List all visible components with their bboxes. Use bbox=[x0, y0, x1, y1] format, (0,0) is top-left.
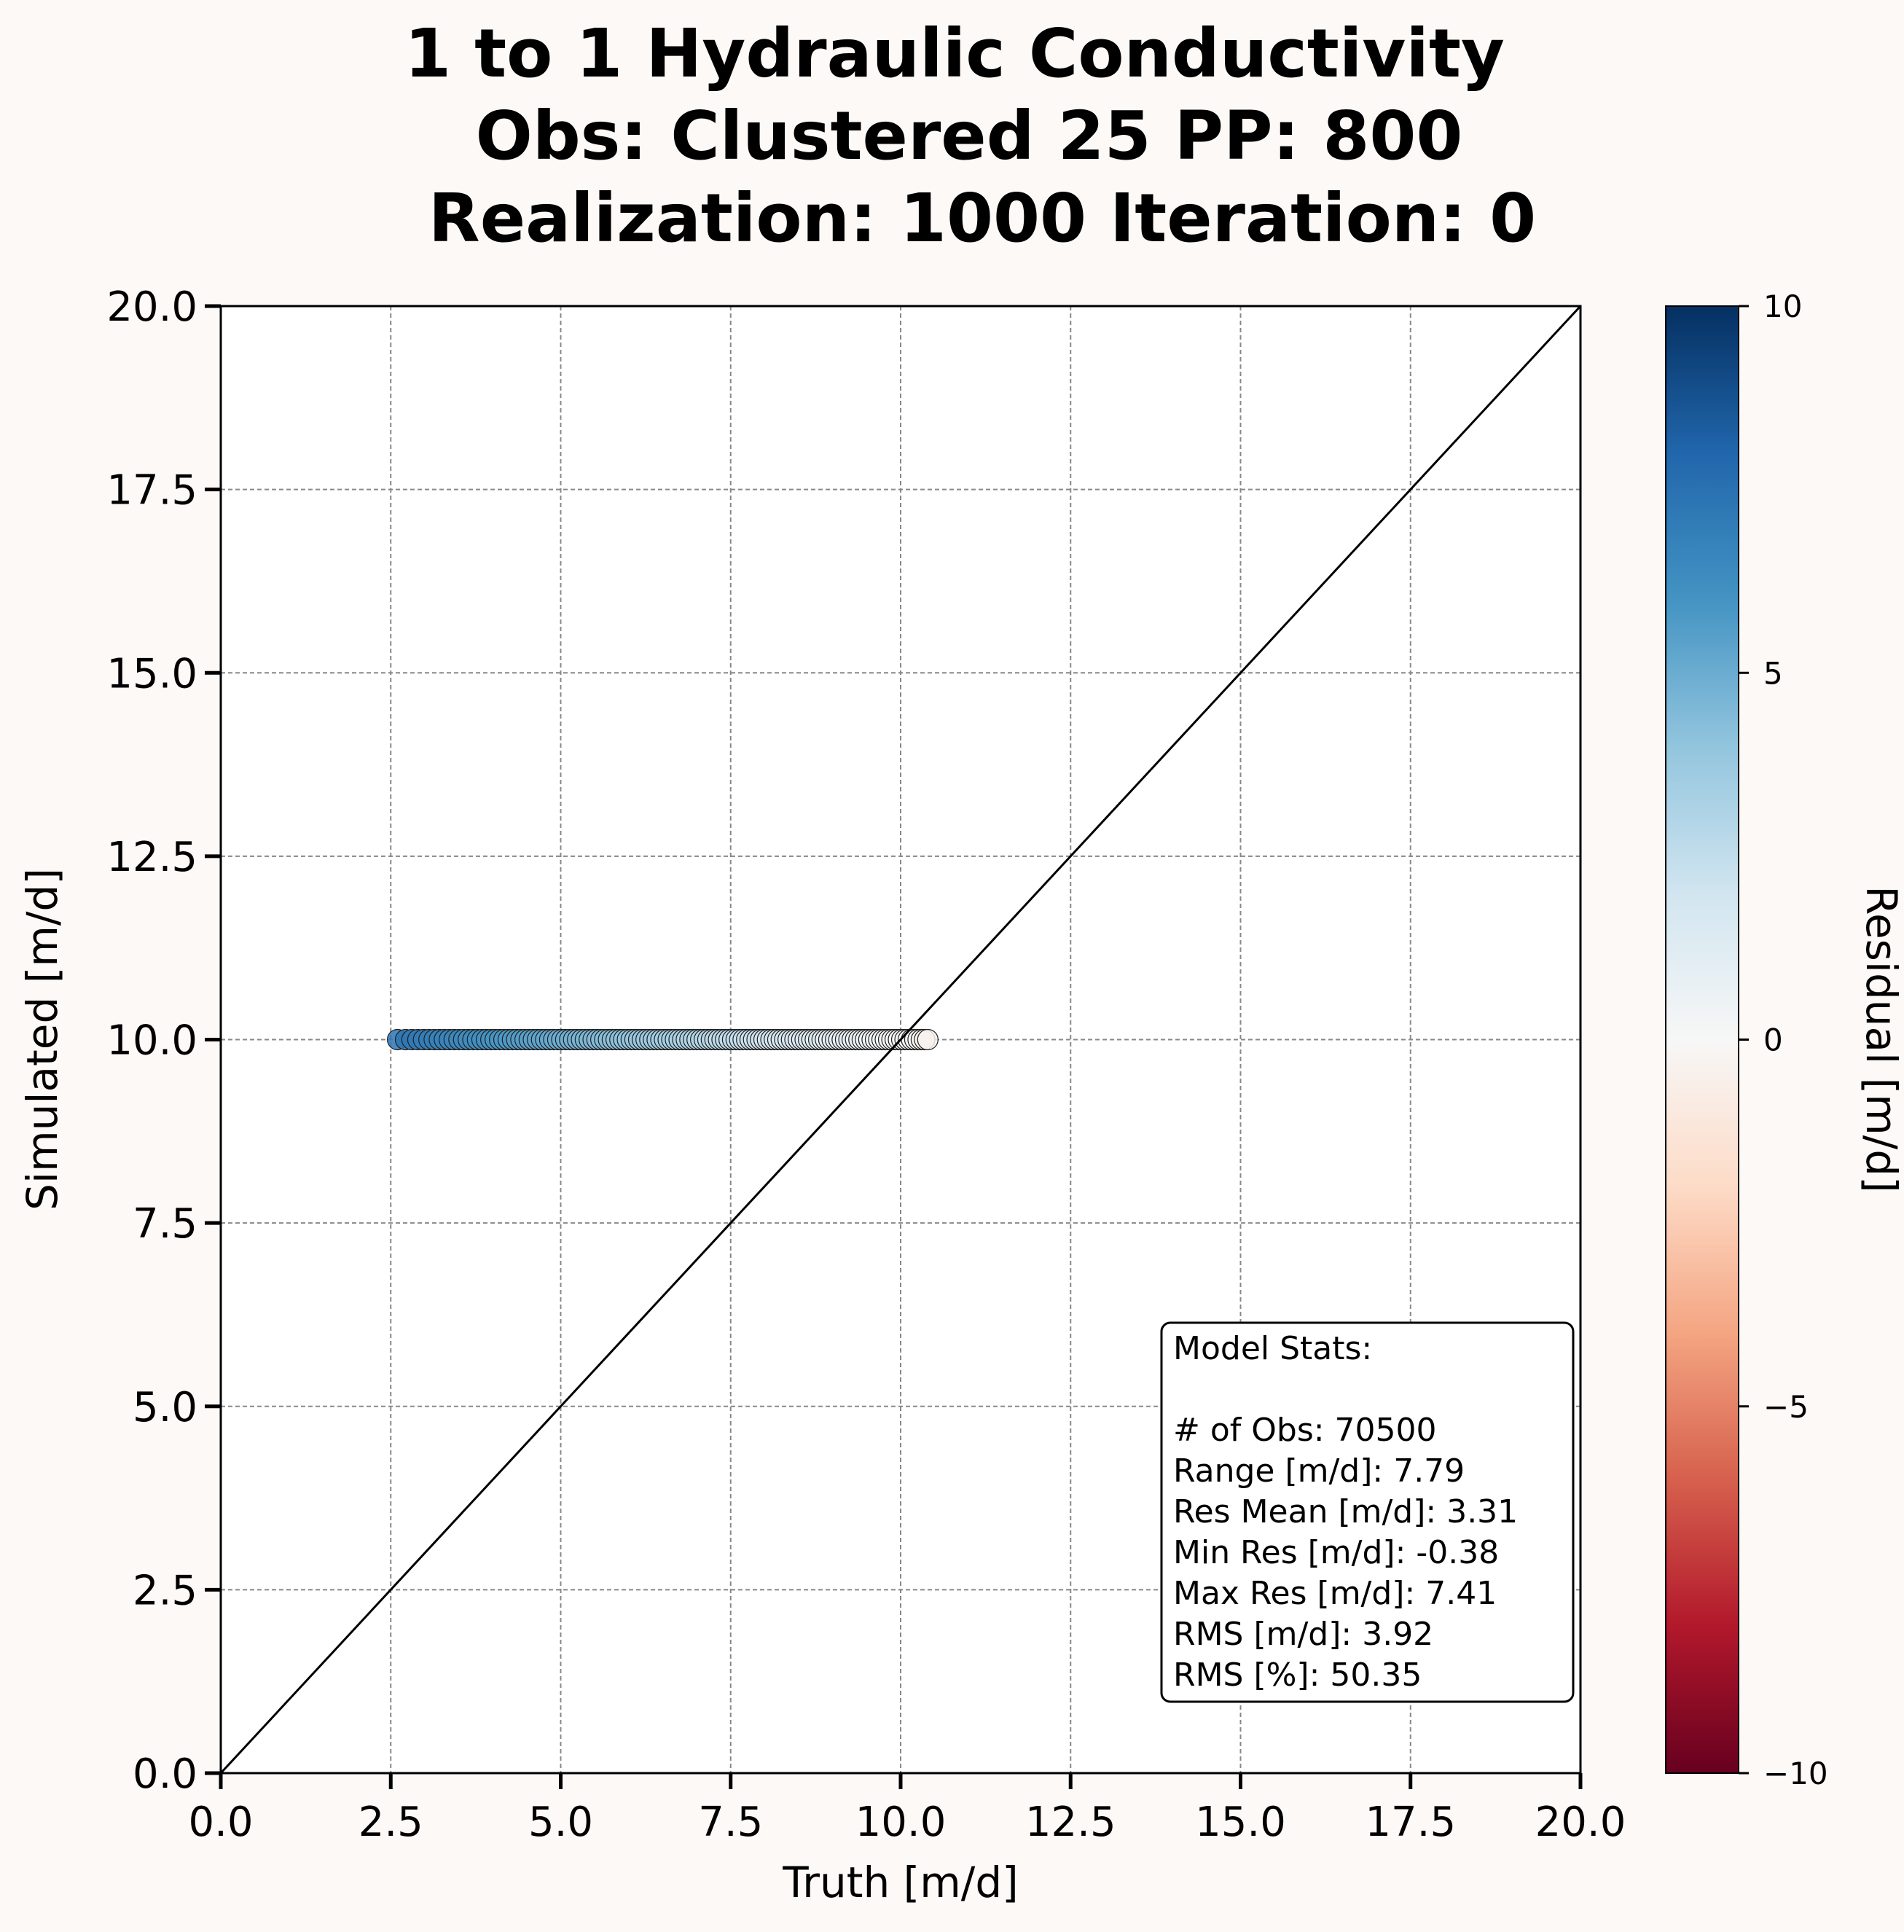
x-tick-label: 10.0 bbox=[855, 1799, 947, 1846]
y-tick-label: 7.5 bbox=[133, 1200, 197, 1248]
title-line-1: 1 to 1 Hydraulic Conductivity bbox=[404, 15, 1505, 93]
x-tick-label: 7.5 bbox=[698, 1799, 763, 1846]
colorbar-tick-label: 0 bbox=[1763, 1022, 1783, 1058]
colorbar-gradient bbox=[1666, 306, 1739, 1773]
y-axis-ticks: 0.0 2.5 5.0 7.5 10.0 12.5 15.0 17.5 20.0 bbox=[106, 283, 221, 1798]
scatter-point bbox=[917, 1030, 938, 1050]
y-tick-label: 2.5 bbox=[133, 1567, 197, 1614]
stats-line: RMS [m/d]: 3.92 bbox=[1173, 1616, 1433, 1653]
x-tick-label: 0.0 bbox=[188, 1799, 253, 1846]
stats-line: Res Mean [m/d]: 3.31 bbox=[1173, 1493, 1518, 1530]
y-tick-label: 5.0 bbox=[133, 1384, 197, 1431]
y-tick-label: 10.0 bbox=[106, 1017, 197, 1065]
colorbar: 10 5 0 −5 −10 Residual [m/d] bbox=[1666, 289, 1904, 1791]
stats-line: # of Obs: 70500 bbox=[1173, 1412, 1437, 1449]
stats-line: Model Stats: bbox=[1173, 1330, 1372, 1367]
x-axis-label: Truth [m/d] bbox=[782, 1858, 1019, 1907]
stats-line: RMS [%]: 50.35 bbox=[1173, 1657, 1422, 1694]
title-line-3: Realization: 1000 Iteration: 0 bbox=[428, 179, 1536, 257]
model-stats-box: Model Stats: # of Obs: 70500 Range [m/d]: … bbox=[1161, 1323, 1573, 1702]
y-tick-label: 12.5 bbox=[106, 834, 197, 881]
stats-line: Min Res [m/d]: -0.38 bbox=[1173, 1534, 1499, 1571]
chart-title: 1 to 1 Hydraulic Conductivity Obs: Clust… bbox=[404, 15, 1536, 257]
x-tick-label: 12.5 bbox=[1025, 1799, 1116, 1846]
x-tick-label: 2.5 bbox=[359, 1799, 423, 1846]
y-tick-label: 15.0 bbox=[106, 650, 197, 697]
x-tick-label: 15.0 bbox=[1195, 1799, 1286, 1846]
x-axis-ticks: 0.0 2.5 5.0 7.5 10.0 12.5 15.0 17.5 20.0 bbox=[188, 1773, 1626, 1846]
y-axis-label: Simulated [m/d] bbox=[17, 868, 67, 1211]
y-tick-label: 0.0 bbox=[133, 1751, 197, 1798]
stats-line: Max Res [m/d]: 7.41 bbox=[1173, 1575, 1497, 1612]
y-tick-label: 20.0 bbox=[106, 283, 197, 331]
scatter-points bbox=[388, 1030, 939, 1050]
colorbar-tick-label: 5 bbox=[1763, 655, 1783, 691]
colorbar-tick-label: −10 bbox=[1763, 1756, 1828, 1791]
title-line-2: Obs: Clustered 25 PP: 800 bbox=[476, 97, 1463, 175]
colorbar-ticks: 10 5 0 −5 −10 bbox=[1739, 289, 1828, 1791]
stats-line: Range [m/d]: 7.79 bbox=[1173, 1452, 1465, 1490]
colorbar-tick-label: 10 bbox=[1763, 289, 1802, 324]
x-tick-label: 17.5 bbox=[1365, 1799, 1456, 1846]
colorbar-label: Residual [m/d] bbox=[1857, 885, 1904, 1193]
colorbar-tick-label: −5 bbox=[1763, 1389, 1809, 1425]
x-tick-label: 5.0 bbox=[528, 1799, 593, 1846]
y-tick-label: 17.5 bbox=[106, 467, 197, 515]
x-tick-label: 20.0 bbox=[1535, 1799, 1626, 1846]
